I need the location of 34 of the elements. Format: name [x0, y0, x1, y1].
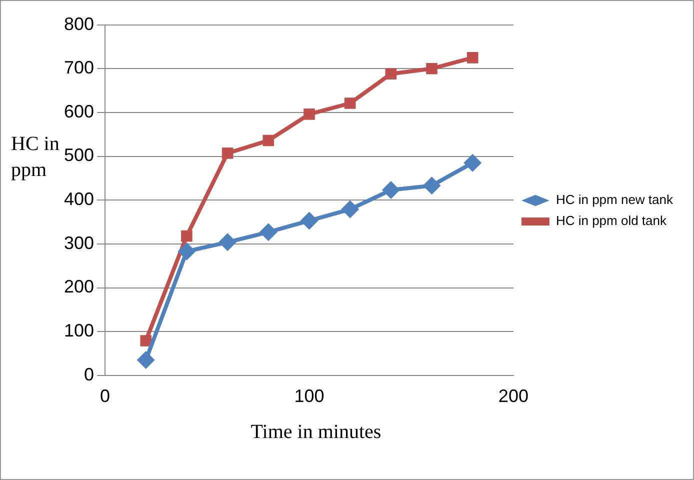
- legend-label: HC in ppm new tank: [556, 192, 674, 208]
- point: [178, 242, 196, 260]
- legend-label: HC in ppm old tank: [556, 213, 667, 228]
- y-tick-label: 300: [64, 232, 94, 253]
- y-tick-label: 600: [64, 101, 94, 122]
- x-tick-label: 100: [294, 386, 324, 406]
- point: [136, 351, 155, 370]
- point: [344, 98, 356, 109]
- point: [385, 68, 397, 80]
- y-tick-label: 700: [64, 58, 94, 78]
- y-tick-label: 800: [64, 14, 94, 34]
- point: [422, 176, 441, 195]
- point: [341, 200, 360, 218]
- point: [382, 181, 400, 200]
- x-axis-title: Time in minutes: [250, 421, 382, 444]
- point: [222, 148, 234, 159]
- x-tick-label: 0: [100, 386, 110, 406]
- point: [466, 52, 478, 64]
- y-tick-label: 500: [64, 145, 94, 166]
- x-tick-label: 200: [498, 386, 528, 406]
- y-tick-label: 400: [64, 189, 94, 210]
- point: [259, 223, 278, 242]
- y-tick-label: 100: [64, 320, 94, 341]
- y-axis-title: HC in ppm: [11, 132, 60, 183]
- point: [464, 154, 482, 172]
- point: [304, 108, 315, 120]
- y-tick-label: 200: [64, 276, 94, 297]
- y-tick-label: 0: [84, 364, 94, 384]
- point: [262, 134, 274, 146]
- point: [181, 230, 192, 242]
- point: [300, 212, 318, 230]
- point: [218, 233, 237, 252]
- point: [426, 62, 438, 74]
- point: [140, 335, 152, 346]
